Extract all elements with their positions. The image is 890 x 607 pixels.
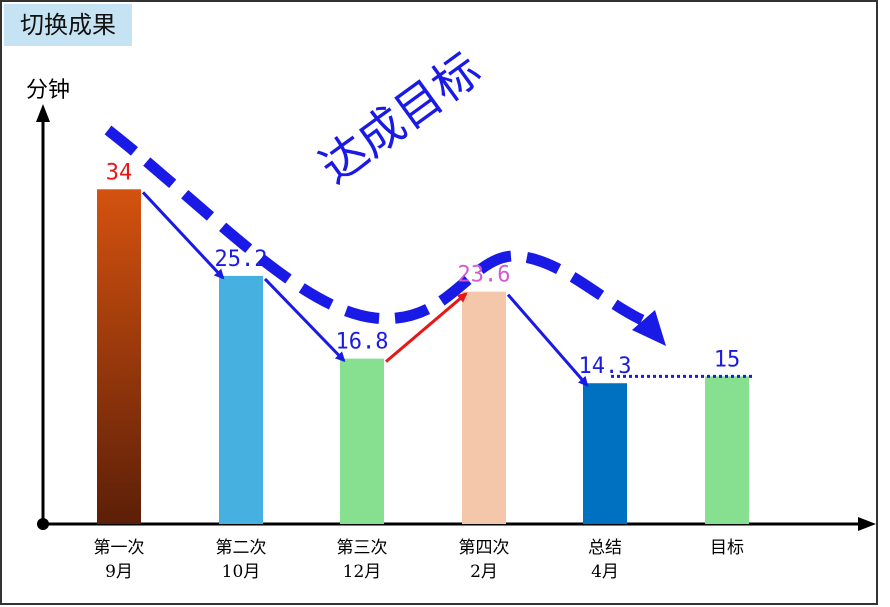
category-label-1-line-2: 9月 — [105, 562, 133, 582]
trend-arrowhead-icon — [632, 310, 666, 346]
slogan-text: 达成目标 — [310, 42, 491, 194]
bar-1 — [97, 189, 141, 525]
value-label-3: 16.8 — [336, 330, 389, 355]
value-labels-layer: 34 25.2 16.8 23.6 14.3 15 — [106, 160, 741, 379]
trend-step-arrow-2 — [263, 277, 346, 363]
trend-dashed-arrow — [104, 125, 645, 325]
category-labels-layer: 第一次 9月 第二次 10月 第三次 12月 第四次 2月 总结 4月 目标 — [94, 538, 745, 582]
category-label-3-line-2: 12月 — [343, 562, 382, 582]
category-label-5-line-1: 总结 — [588, 538, 622, 558]
category-label-2-line-2: 10月 — [222, 562, 261, 582]
origin-dot — [37, 518, 49, 530]
category-label-4-line-1: 第四次 — [459, 538, 510, 558]
value-label-5: 14.3 — [579, 354, 632, 379]
y-axis-title: 分钟 — [26, 78, 70, 103]
value-label-4: 23.6 — [458, 263, 511, 288]
bar-5 — [583, 383, 627, 524]
trend-step-arrow-1 — [141, 191, 225, 280]
category-label-5-line-2: 4月 — [591, 562, 619, 582]
value-label-1: 34 — [106, 160, 133, 185]
bar-6 — [705, 376, 749, 524]
bar-4 — [462, 291, 506, 524]
category-label-4-line-2: 2月 — [470, 562, 498, 582]
category-label-2-line-1: 第二次 — [216, 538, 267, 558]
y-axis-arrow-icon — [36, 104, 50, 122]
trend-step-arrow-3 — [385, 292, 468, 363]
trend-arrows-layer — [141, 191, 753, 387]
category-label-1-line-1: 第一次 — [94, 538, 145, 558]
category-label-3-line-1: 第三次 — [337, 538, 388, 558]
bars-layer — [97, 189, 749, 525]
section-tag: 切换成果 — [4, 4, 132, 46]
value-label-6: 15 — [714, 347, 741, 372]
bar-3 — [340, 358, 384, 524]
trend-step-arrow-4 — [506, 293, 589, 387]
x-axis-arrow-icon — [858, 517, 876, 531]
bar-2 — [219, 275, 263, 524]
value-label-2: 25.2 — [215, 247, 268, 272]
category-label-6-line-1: 目标 — [710, 538, 744, 558]
